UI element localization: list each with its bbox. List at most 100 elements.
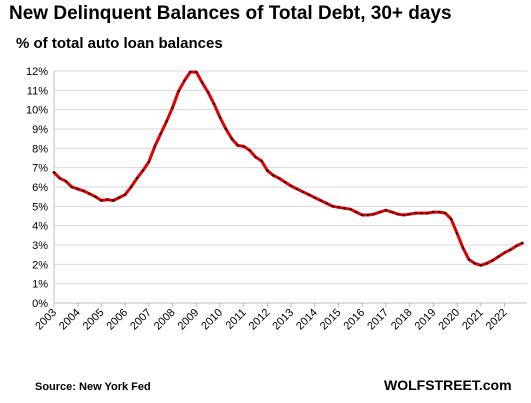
data-point xyxy=(289,184,293,188)
data-point xyxy=(509,248,512,251)
chart-title: New Delinquent Balances of Total Debt, 3… xyxy=(9,3,452,24)
data-point xyxy=(444,211,447,215)
data-point xyxy=(76,187,79,191)
data-point xyxy=(129,185,133,189)
x-tick-label: 2003 xyxy=(33,307,59,333)
data-point xyxy=(189,70,192,74)
series-delinquency xyxy=(52,70,524,267)
data-point xyxy=(361,213,364,217)
x-tick-label: 2007 xyxy=(128,307,154,333)
x-tick-label: 2004 xyxy=(57,307,83,333)
data-point xyxy=(378,210,382,214)
x-tick-label: 2017 xyxy=(365,307,391,333)
data-point xyxy=(337,206,340,209)
data-point xyxy=(64,180,68,183)
data-point xyxy=(58,177,62,180)
y-tick-label: 10% xyxy=(26,105,48,117)
data-point xyxy=(396,212,399,216)
data-point xyxy=(402,213,405,217)
data-point xyxy=(165,120,168,123)
y-tick-label: 2% xyxy=(32,259,48,271)
y-tick-label: 7% xyxy=(32,163,48,175)
x-tick-label: 2011 xyxy=(224,307,249,332)
x-tick-label: 2022 xyxy=(484,307,510,333)
data-point xyxy=(355,210,358,214)
data-point xyxy=(260,159,263,163)
x-tick-label: 2008 xyxy=(152,307,178,333)
data-point xyxy=(366,213,370,217)
data-point xyxy=(479,264,482,267)
data-point xyxy=(343,207,346,210)
data-point xyxy=(183,79,186,82)
data-point xyxy=(503,251,506,254)
data-point xyxy=(206,91,210,94)
data-point xyxy=(307,193,311,196)
data-point xyxy=(88,192,91,195)
y-tick-label: 9% xyxy=(32,124,48,136)
data-point xyxy=(159,132,162,135)
data-point xyxy=(414,211,417,215)
y-tick-label: 0% xyxy=(32,298,48,310)
x-axis-tick-labels: 2003200420052006200720082009201020112012… xyxy=(33,307,509,333)
data-point xyxy=(390,210,394,214)
data-point xyxy=(177,90,180,93)
y-tick-label: 1% xyxy=(32,279,48,291)
data-point xyxy=(141,169,145,172)
data-point xyxy=(301,190,305,193)
data-point xyxy=(384,209,388,212)
x-tick-label: 2010 xyxy=(199,307,225,333)
data-point xyxy=(313,196,316,199)
data-point xyxy=(372,212,376,216)
gridlines xyxy=(53,70,527,307)
data-point xyxy=(497,255,500,258)
data-point xyxy=(420,211,423,215)
y-tick-label: 3% xyxy=(32,240,48,252)
data-point xyxy=(521,241,524,245)
y-tick-label: 5% xyxy=(32,201,48,213)
data-point xyxy=(284,181,287,184)
data-point xyxy=(70,185,74,189)
data-point xyxy=(426,211,429,215)
data-point xyxy=(491,259,494,262)
y-axis-tick-labels: 0% 1% 2% 3% 4% 5% 6% 7% 8% 9% 10% 11% 12% xyxy=(26,66,48,310)
data-point xyxy=(295,187,299,191)
data-point xyxy=(485,262,488,265)
data-point xyxy=(171,106,174,109)
data-point xyxy=(242,145,245,148)
x-tick-label: 2018 xyxy=(389,307,415,333)
data-point xyxy=(153,145,156,148)
y-tick-label: 8% xyxy=(32,143,48,155)
y-tick-label: 6% xyxy=(32,182,48,194)
data-point xyxy=(461,246,465,250)
x-tick-label: 2019 xyxy=(413,307,439,333)
data-point xyxy=(319,199,322,202)
x-tick-label: 2020 xyxy=(436,307,462,333)
x-tick-label: 2009 xyxy=(176,307,202,333)
data-point xyxy=(455,232,459,235)
data-point xyxy=(52,171,56,174)
data-point xyxy=(195,70,198,74)
x-tick-label: 2005 xyxy=(81,307,107,333)
x-tick-label: 2014 xyxy=(294,307,320,333)
y-tick-label: 11% xyxy=(27,85,48,97)
data-point xyxy=(266,169,269,172)
x-tick-label: 2006 xyxy=(104,307,130,333)
x-tick-label: 2012 xyxy=(247,307,273,333)
data-point xyxy=(112,199,115,202)
data-point xyxy=(278,177,281,180)
data-point xyxy=(224,127,228,131)
data-point xyxy=(515,244,518,248)
brand-watermark: WOLFSTREET.com xyxy=(384,377,512,393)
y-tick-label: 4% xyxy=(32,221,48,233)
chart-subtitle: % of total auto loan balances xyxy=(16,35,223,52)
data-point xyxy=(94,195,97,198)
data-point xyxy=(201,81,204,84)
data-point xyxy=(100,199,103,202)
data-point xyxy=(473,262,476,265)
x-tick-label: 2015 xyxy=(318,307,344,333)
data-point xyxy=(123,193,127,196)
data-point xyxy=(147,160,150,164)
y-tick-label: 12% xyxy=(26,66,48,78)
series-line xyxy=(52,70,524,267)
